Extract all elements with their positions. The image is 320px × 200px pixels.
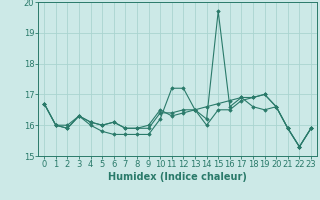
X-axis label: Humidex (Indice chaleur): Humidex (Indice chaleur) [108, 172, 247, 182]
